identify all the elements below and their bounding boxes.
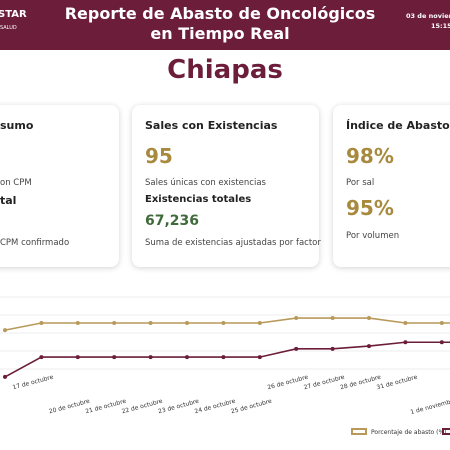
point [367,316,371,321]
x-tick-label: 21 de octubre [85,398,128,416]
point [403,321,408,325]
x-tick-label: 24 de octubre [194,398,237,416]
point [75,321,80,325]
x-tick-label: 26 de octubre [267,374,310,392]
point [221,355,226,360]
point [330,346,335,351]
point [148,321,153,325]
point [403,340,408,345]
x-tick-label: 27 de octubre [303,374,346,392]
legend-swatch [442,428,450,435]
card-caption: Suma de existencias ajustadas por factor [145,238,321,248]
point [3,328,7,333]
x-tick-label: 31 de octubre [376,374,419,392]
card-title: Índice de Abasto [346,119,450,132]
series-line [4,341,450,378]
card [333,105,450,267]
card-title: sumo [0,119,34,132]
card-value: 98% [346,144,394,168]
point [221,321,226,325]
grid [0,296,450,370]
card-caption: Por volumen [346,231,400,241]
point [439,321,444,325]
card-value: 95% [346,196,394,220]
card-caption: Por sal [346,178,375,188]
point [39,355,44,360]
card-value: 95 [145,144,173,168]
series-line [4,317,450,331]
point [439,340,444,345]
card-subtitle: tal [0,194,17,207]
header [0,0,450,50]
point [148,355,153,360]
logo: STAR [0,9,27,20]
date: 03 de noviembre [406,12,450,20]
point [330,316,335,321]
card-title: Sales con Existencias [145,119,278,132]
legend-label: Porcentaje de abasto (%) [371,429,447,436]
x-tick-label: 28 de octubre [339,374,382,392]
point [185,321,189,325]
logo-sub: SALUD [0,25,17,31]
point [112,321,117,325]
point [294,316,299,321]
title: Reporte de Abasto de Oncológicos [64,4,376,23]
card-value: 67,236 [145,213,200,229]
card-caption: Sales únicas con existencias [145,178,266,188]
x-tick-label: 1 de noviembre [410,397,450,416]
region: Chiapas [167,55,283,85]
point [112,355,117,360]
x-tick-label: 17 de octubre [12,374,55,392]
x-tick-label: 23 de octubre [157,398,200,416]
legend-swatch [351,428,367,435]
x-tick-label: 20 de octubre [48,398,91,416]
card [132,105,319,267]
point [257,321,262,325]
card-caption: on CPM [0,178,32,188]
card-caption: CPM confirmado [0,238,70,248]
point [75,355,80,360]
card [0,105,119,267]
point [367,344,371,349]
point [39,321,44,325]
x-tick-label: 25 de octubre [230,398,273,416]
title: en Tiempo Real [150,24,290,43]
card-subtitle: Existencias totales [145,194,252,205]
x-tick-label: 22 de octubre [121,398,164,416]
time: 15:15 h [431,22,450,30]
point [257,355,262,360]
point [185,355,189,360]
point [294,346,299,351]
point [3,374,7,379]
